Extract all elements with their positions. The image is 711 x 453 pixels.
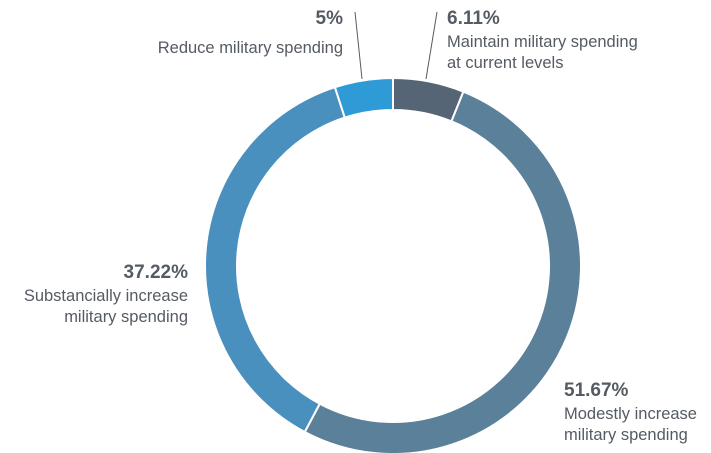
slice-maintain-label-line1: Maintain military spending [447,33,638,51]
slice-substantial-label-line1: Substancially increase [24,287,188,305]
leader-line-maintain [425,11,438,80]
donut-slice-reduce [333,76,394,119]
slice-maintain-percent: 6.11% [447,8,500,29]
slice-maintain-label-line2: at current levels [447,54,563,72]
slice-modest-label-line2: military spending [564,426,688,444]
slice-reduce-label: Reduce military spending [158,39,343,57]
leader-lines [354,11,438,80]
slice-substantial-label-line2: military spending [64,308,188,326]
donut-slice-substantial [204,85,347,434]
donut-slice-maintain [392,76,465,123]
donut-slice-modest [303,90,582,453]
slice-modest-label-line1: Modestly increase [564,405,697,423]
donut-slices [204,76,582,453]
slice-reduce-percent: 5% [316,8,344,29]
leader-line-reduce [354,11,363,80]
slice-modest-percent: 51.67% [564,380,629,401]
slice-substantial-percent: 37.22% [124,262,189,283]
